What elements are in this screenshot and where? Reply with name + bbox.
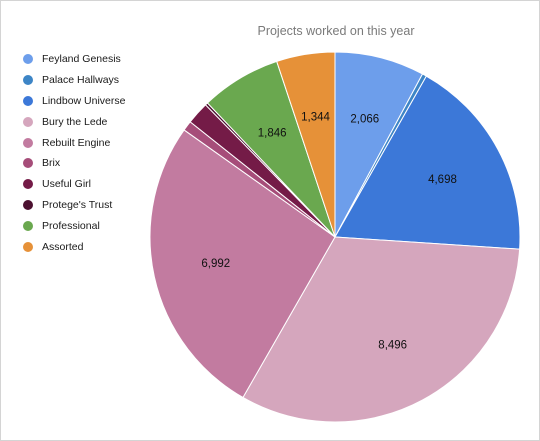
legend-label: Useful Girl (42, 178, 92, 191)
pie-slice[interactable] (334, 51, 424, 238)
legend-marker (23, 241, 33, 252)
pie-slice[interactable] (276, 51, 336, 238)
legend-item[interactable]: Brix (23, 153, 125, 174)
legend-marker (23, 54, 33, 65)
legend-marker (23, 137, 33, 148)
legend-label: Lindbow Universe (42, 94, 126, 107)
legend-item[interactable]: Useful Girl (23, 174, 125, 195)
legend-label: Palace Hallways (42, 74, 120, 87)
pie-slice[interactable] (149, 129, 336, 399)
legend-marker (23, 179, 33, 190)
pie-slice[interactable] (334, 75, 521, 250)
legend-marker (23, 220, 33, 231)
legend-label: Protege's Trust (42, 198, 113, 211)
legend-label: Rebuilt Engine (42, 136, 111, 149)
legend-label: Brix (42, 157, 61, 170)
legend-item[interactable]: Rebuilt Engine (23, 132, 125, 153)
slice-value-label: 8,496 (378, 340, 407, 352)
pie-slice[interactable] (242, 236, 521, 423)
legend-item[interactable]: Feyland Genesis (23, 49, 125, 70)
slice-value-label: 2,066 (350, 114, 379, 126)
legend-marker (23, 75, 33, 86)
slice-value-label: 1,344 (301, 111, 330, 123)
legend-item[interactable]: Palace Hallways (23, 70, 125, 91)
legend-item[interactable]: Protege's Trust (23, 195, 125, 216)
legend-label: Professional (42, 219, 100, 232)
slice-value-label: 4,698 (428, 174, 457, 186)
legend-label: Assorted (42, 240, 84, 253)
chart-title: Projects worked on this year (257, 24, 415, 38)
legend-marker (23, 199, 33, 210)
legend-item[interactable]: Lindbow Universe (23, 91, 125, 112)
legend-marker (23, 95, 33, 106)
legend-item[interactable]: Bury the Lede (23, 111, 125, 132)
legend-label: Feyland Genesis (42, 53, 121, 66)
legend-marker (23, 116, 33, 127)
legend-marker (23, 158, 33, 169)
slice-value-label: 1,846 (258, 127, 287, 139)
legend-item[interactable]: Professional (23, 215, 125, 236)
chart-legend: Feyland Genesis Palace Hallways Lindbow … (23, 49, 125, 257)
legend-label: Bury the Lede (42, 115, 108, 128)
legend-item[interactable]: Assorted (23, 236, 125, 257)
slice-value-label: 6,992 (201, 258, 230, 270)
